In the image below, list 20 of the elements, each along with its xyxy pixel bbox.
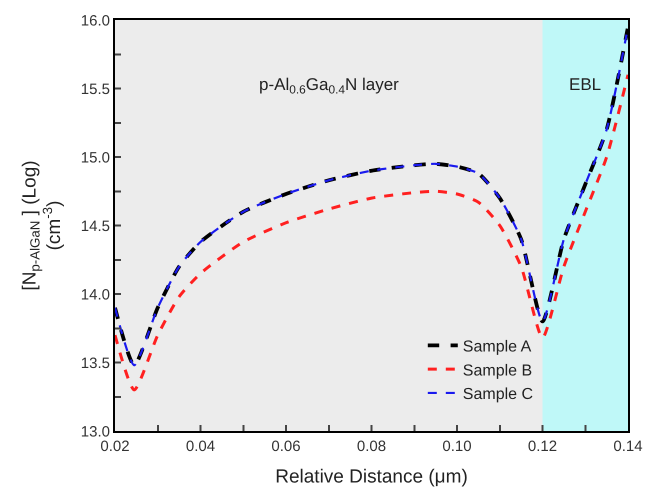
x-tick-label: 0.06 [271, 438, 301, 455]
legend-label: Sample A [462, 338, 532, 356]
x-tick-label: 0.14 [613, 438, 643, 455]
y-tick-label: 15.0 [80, 149, 110, 166]
band-label: p-Al$_{0.6}$Ga$_{0.4}$N layer [259, 75, 400, 97]
legend-label: Sample C [462, 386, 534, 404]
text: 0.10 [442, 438, 472, 455]
x-tick-label: 0.12 [528, 438, 558, 455]
y-tick-label: 14.0 [80, 286, 110, 304]
y-tick-label: 13.0 [80, 423, 110, 440]
y-tick-label: 15.5 [80, 80, 110, 98]
x-tick-label: 0.02 [100, 438, 130, 455]
x-tick-label: 0.04 [186, 438, 216, 455]
x-axis-title: Relative Distance (μm) [275, 466, 468, 488]
y-tick-label: 16.0 [80, 12, 110, 30]
x-tick-label: 0.08 [356, 438, 386, 455]
band-label: EBL [569, 75, 602, 94]
y-tick-label: 14.5 [80, 218, 110, 235]
y-tick-label: 13.5 [80, 354, 110, 372]
legend-label: Sample B [462, 362, 532, 380]
